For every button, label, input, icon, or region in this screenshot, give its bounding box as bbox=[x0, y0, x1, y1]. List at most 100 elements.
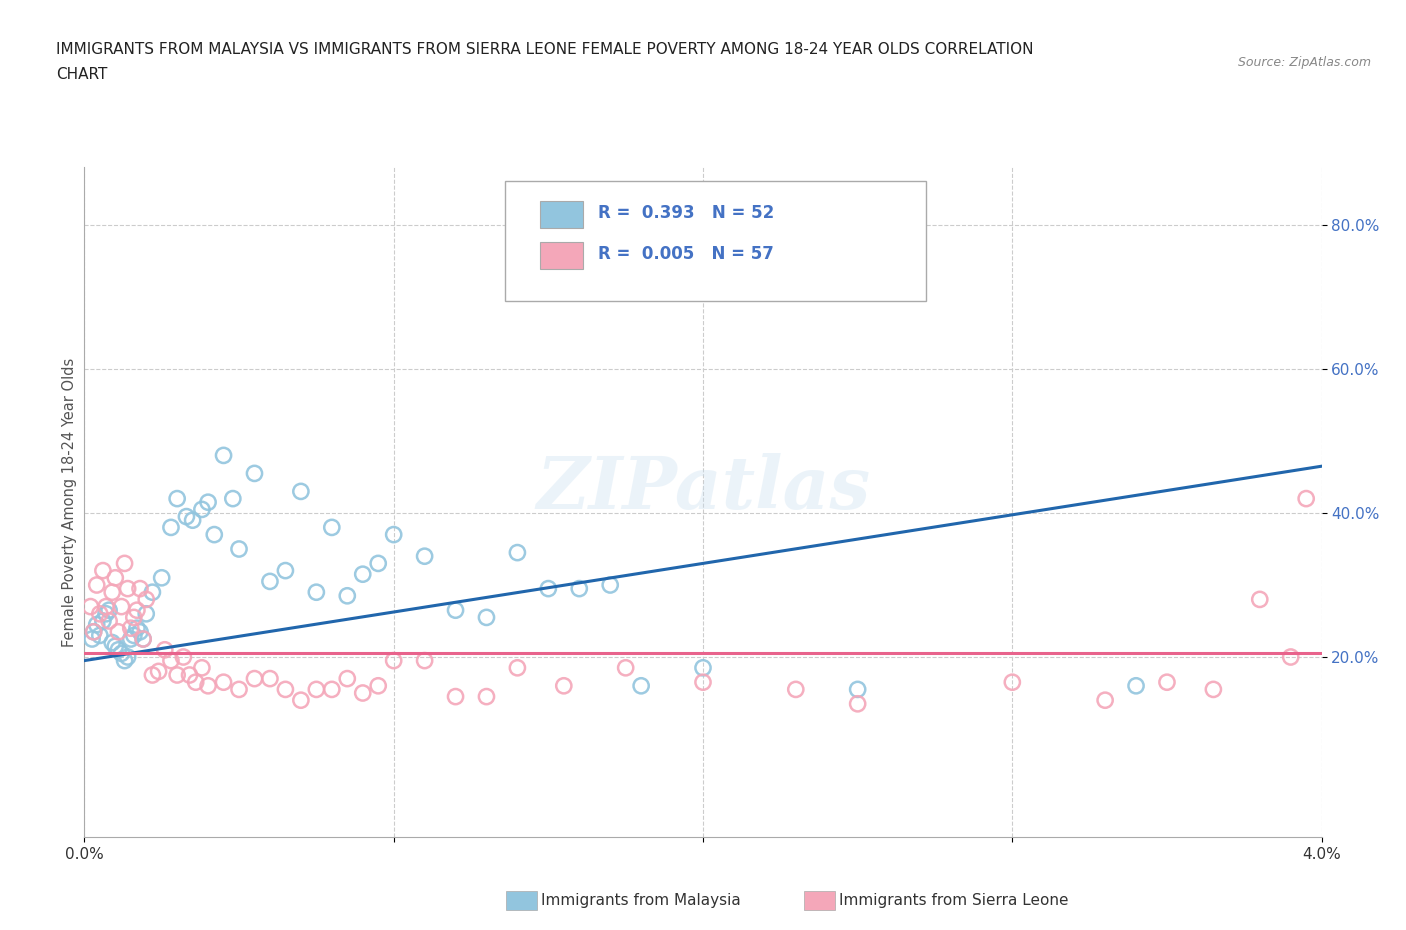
Point bbox=[382, 653, 405, 668]
Point bbox=[107, 643, 129, 658]
Point bbox=[117, 649, 139, 664]
Point bbox=[228, 541, 250, 556]
Point bbox=[132, 631, 155, 646]
Point bbox=[599, 578, 621, 592]
Text: Immigrants from Sierra Leone: Immigrants from Sierra Leone bbox=[839, 893, 1069, 908]
Point bbox=[176, 509, 198, 524]
Point bbox=[1295, 491, 1317, 506]
Point bbox=[785, 682, 807, 697]
Bar bbox=[540, 201, 583, 228]
Point bbox=[846, 682, 869, 697]
Point bbox=[259, 671, 281, 686]
Point bbox=[101, 585, 124, 600]
Point bbox=[1001, 675, 1024, 690]
Point bbox=[129, 624, 152, 639]
Text: IMMIGRANTS FROM MALAYSIA VS IMMIGRANTS FROM SIERRA LEONE FEMALE POVERTY AMONG 18: IMMIGRANTS FROM MALAYSIA VS IMMIGRANTS F… bbox=[56, 42, 1033, 57]
Point bbox=[1125, 678, 1147, 693]
Point bbox=[160, 653, 183, 668]
Point bbox=[1249, 592, 1271, 607]
Point bbox=[120, 620, 142, 635]
Point bbox=[107, 624, 129, 639]
Point bbox=[135, 606, 157, 621]
Point bbox=[122, 628, 145, 643]
Point bbox=[153, 643, 176, 658]
Point bbox=[114, 556, 136, 571]
Point bbox=[89, 628, 111, 643]
Point bbox=[475, 610, 498, 625]
Point bbox=[101, 635, 124, 650]
Point bbox=[212, 448, 235, 463]
Point bbox=[150, 570, 173, 585]
Point bbox=[367, 556, 389, 571]
Point bbox=[202, 527, 225, 542]
Point bbox=[83, 624, 105, 639]
Point bbox=[89, 606, 111, 621]
Point bbox=[79, 599, 101, 614]
Point bbox=[191, 660, 214, 675]
Point bbox=[413, 549, 436, 564]
Point bbox=[568, 581, 591, 596]
Point bbox=[98, 603, 121, 618]
Point bbox=[83, 624, 105, 639]
Point bbox=[413, 653, 436, 668]
Y-axis label: Female Poverty Among 18-24 Year Olds: Female Poverty Among 18-24 Year Olds bbox=[62, 357, 77, 647]
Point bbox=[336, 671, 359, 686]
Point bbox=[321, 520, 343, 535]
Point bbox=[181, 512, 204, 527]
Point bbox=[305, 682, 328, 697]
Point bbox=[104, 570, 127, 585]
Point bbox=[382, 527, 405, 542]
Point bbox=[1202, 682, 1225, 697]
Point bbox=[553, 678, 575, 693]
Point bbox=[290, 484, 312, 498]
Point bbox=[110, 599, 132, 614]
Point bbox=[166, 491, 188, 506]
Point bbox=[86, 578, 108, 592]
Point bbox=[197, 678, 219, 693]
Point bbox=[135, 592, 157, 607]
Point bbox=[104, 639, 127, 654]
Point bbox=[179, 668, 201, 683]
Point bbox=[197, 495, 219, 510]
Bar bbox=[540, 243, 583, 269]
Point bbox=[184, 675, 207, 690]
Point bbox=[506, 660, 529, 675]
Point bbox=[630, 678, 652, 693]
Point bbox=[259, 574, 281, 589]
Point bbox=[94, 599, 117, 614]
Text: Source: ZipAtlas.com: Source: ZipAtlas.com bbox=[1237, 56, 1371, 69]
Point bbox=[321, 682, 343, 697]
Point bbox=[148, 664, 170, 679]
Point bbox=[444, 603, 467, 618]
Point bbox=[172, 649, 194, 664]
Point bbox=[692, 675, 714, 690]
Point bbox=[475, 689, 498, 704]
Point bbox=[191, 502, 214, 517]
Point bbox=[141, 585, 163, 600]
Text: R =  0.393   N = 52: R = 0.393 N = 52 bbox=[598, 204, 775, 222]
Point bbox=[125, 620, 148, 635]
Point bbox=[274, 682, 297, 697]
Point bbox=[537, 581, 560, 596]
Point bbox=[222, 491, 245, 506]
Point bbox=[692, 660, 714, 675]
Text: R =  0.005   N = 57: R = 0.005 N = 57 bbox=[598, 246, 773, 263]
Point bbox=[367, 678, 389, 693]
Point bbox=[114, 653, 136, 668]
Point bbox=[243, 671, 266, 686]
Point bbox=[1094, 693, 1116, 708]
Point bbox=[98, 614, 121, 629]
Point bbox=[86, 618, 108, 632]
Point bbox=[110, 646, 132, 661]
Point bbox=[444, 689, 467, 704]
Text: ZIPatlas: ZIPatlas bbox=[536, 453, 870, 525]
Point bbox=[141, 668, 163, 683]
Point bbox=[91, 614, 114, 629]
Point bbox=[132, 631, 155, 646]
Point bbox=[82, 631, 104, 646]
Point bbox=[166, 668, 188, 683]
FancyBboxPatch shape bbox=[505, 180, 925, 301]
Point bbox=[506, 545, 529, 560]
Point bbox=[290, 693, 312, 708]
Point bbox=[1279, 649, 1302, 664]
